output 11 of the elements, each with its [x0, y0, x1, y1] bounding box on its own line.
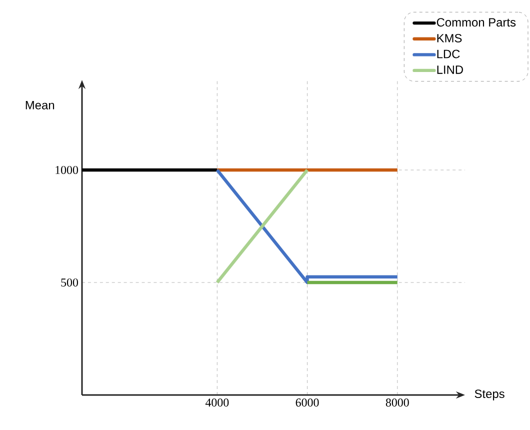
y-tick-label: 1000: [56, 166, 78, 174]
legend-label: KMS: [437, 34, 462, 42]
x-tick-label: 6000: [296, 398, 319, 407]
x-tick-label: 4000: [205, 398, 229, 407]
y-tick-label: 500: [61, 278, 78, 287]
x-axis-title: Steps: [474, 390, 504, 400]
legend-label: LDC: [437, 50, 460, 58]
y-axis-title: Mean: [26, 101, 54, 110]
legend-label: Common Parts: [436, 18, 516, 27]
x-tick-label: 8000: [386, 398, 409, 407]
legend-label: LIND: [437, 66, 463, 74]
